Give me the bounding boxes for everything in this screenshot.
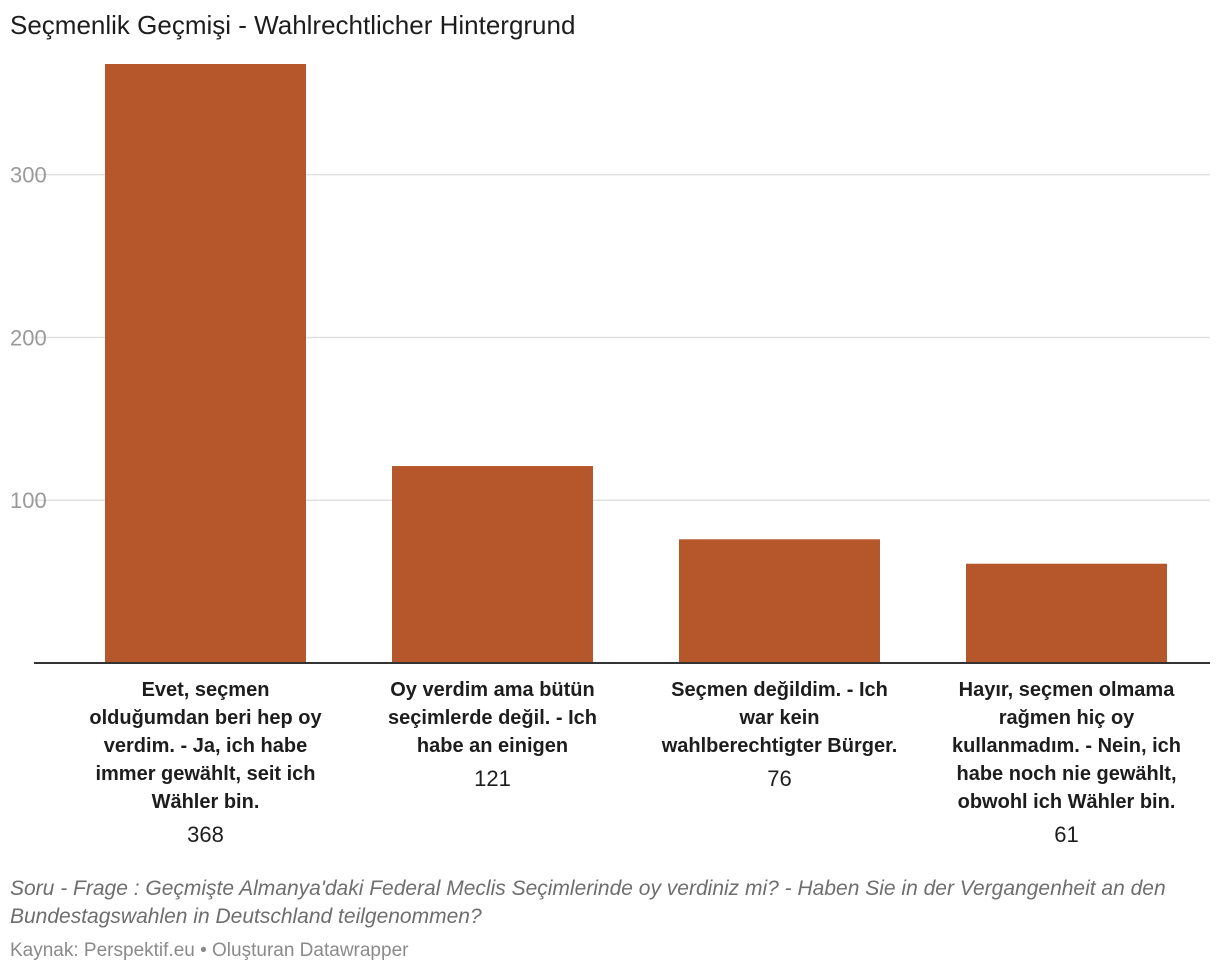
chart-notes: Soru - Frage : Geçmişte Almanya'daki Fed… xyxy=(10,877,1166,928)
value-label-1: 121 xyxy=(474,766,511,791)
category-label-1: Oy verdim ama bütün seçimlerde değil. - … xyxy=(388,679,597,757)
bars xyxy=(105,64,1167,663)
value-label-2: 76 xyxy=(767,766,792,791)
y-tick-label: 100 xyxy=(10,488,47,513)
y-tick-label: 300 xyxy=(10,163,47,188)
bar xyxy=(105,64,306,663)
value-label-3: 61 xyxy=(1054,822,1079,847)
category-label-3: Hayır, seçmen olmama rağmen hiç oy kulla… xyxy=(952,679,1181,813)
chart-source: Kaynak: Perspektif.eu • Oluşturan Datawr… xyxy=(10,940,409,961)
bar xyxy=(679,539,880,663)
chart-title: Seçmenlik Geçmişi - Wahlrechtlicher Hint… xyxy=(10,10,576,40)
value-label-0: 368 xyxy=(187,822,224,847)
y-tick-label: 200 xyxy=(10,325,47,350)
bar xyxy=(392,466,593,663)
category-label-0: Evet, seçmen olduğumdan beri hep oy verd… xyxy=(89,679,322,813)
bar xyxy=(966,563,1167,663)
category-label-2: Seçmen değildim. - Ich war kein wahlbere… xyxy=(661,679,898,757)
